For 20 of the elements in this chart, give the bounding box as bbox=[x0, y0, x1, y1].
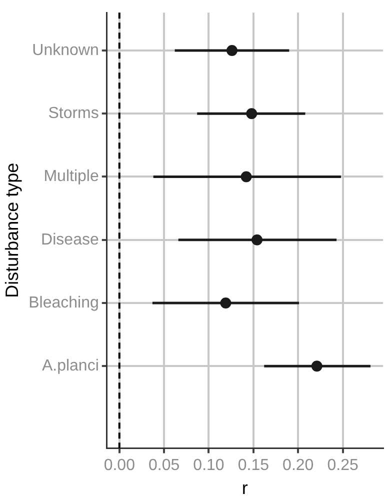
y-tick-label: Multiple bbox=[44, 168, 99, 186]
point bbox=[226, 44, 238, 56]
y-tick-label: Storms bbox=[48, 105, 99, 122]
x-tick-label: 0.00 bbox=[104, 457, 136, 474]
y-tick-label: Disease bbox=[41, 231, 99, 248]
y-tick-label: A.planci bbox=[42, 358, 99, 375]
x-tick-label: 0.10 bbox=[193, 457, 224, 474]
x-tick-label: 0.25 bbox=[327, 457, 358, 474]
x-tick-label: 0.05 bbox=[148, 457, 180, 474]
point bbox=[240, 171, 252, 182]
x-tick-label: 0.20 bbox=[282, 457, 314, 474]
y-axis-title: Disturbance type bbox=[2, 162, 22, 298]
point bbox=[252, 234, 262, 246]
y-tick-label: Unknown bbox=[32, 42, 99, 59]
point bbox=[246, 108, 258, 120]
x-axis-title: r bbox=[242, 478, 248, 498]
point bbox=[311, 360, 322, 372]
y-tick-label: Bleaching bbox=[28, 294, 99, 312]
point bbox=[220, 298, 232, 308]
x-tick-label: 0.15 bbox=[238, 457, 270, 474]
